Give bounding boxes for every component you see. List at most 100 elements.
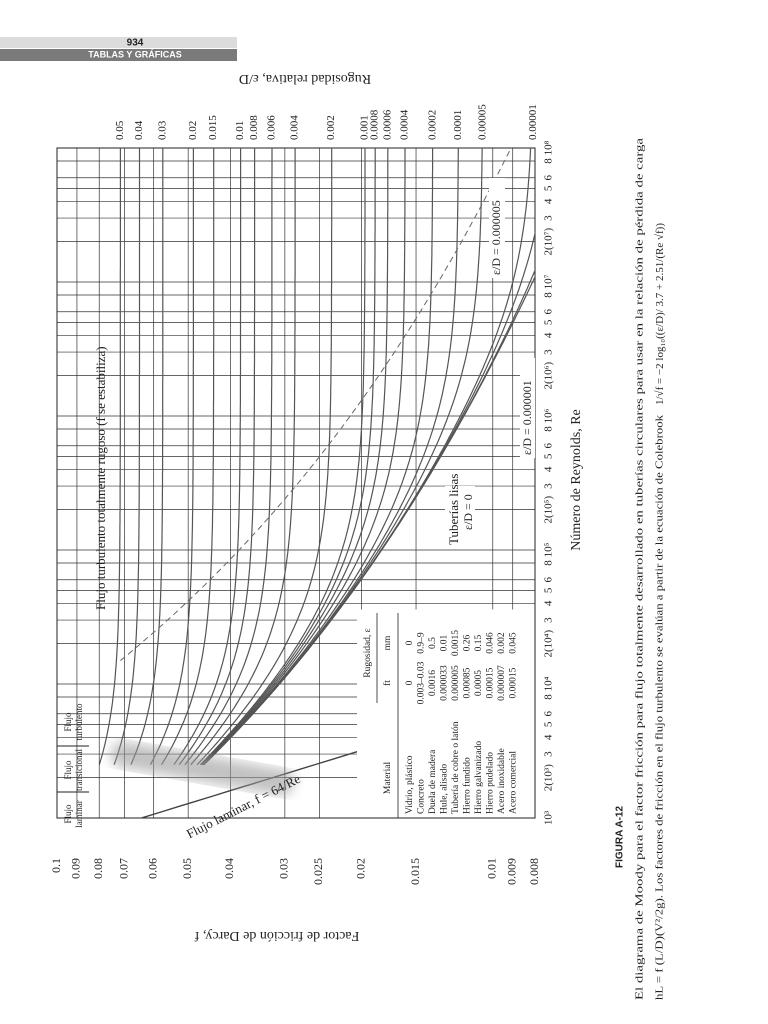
- figure-label: FIGURA A-12: [615, 806, 626, 868]
- x-tick-label: 10³: [543, 810, 555, 825]
- y-axis-title: Factor de fricción de Darcy, f: [194, 928, 359, 943]
- x-tick-label: 5: [543, 587, 555, 593]
- x-tick-label: 4: [543, 734, 555, 740]
- rough-zone-label: Flujo turbulento totalmente rugoso (f se…: [93, 346, 108, 610]
- friction-curve: [190, 148, 296, 766]
- table-cell: 0.046: [486, 632, 496, 654]
- table-cell: 0.045: [509, 632, 519, 654]
- y-tick-label: 0.008: [527, 858, 541, 885]
- table-cell: 0.00015: [509, 667, 519, 698]
- roughness-label: 0.0002: [426, 110, 438, 140]
- x-tick-label: 6: [543, 308, 555, 314]
- table-cell: Tubería de cobre o latón: [451, 721, 461, 814]
- x-axis-title: Número de Reynolds, Re: [569, 409, 584, 551]
- table-cell: 0.000005: [451, 665, 461, 701]
- y-tick-label: 0.025: [311, 858, 325, 885]
- caption-line: hL = f (L/D)(V²/2g). Los factores de fri…: [654, 414, 666, 1000]
- moody-chart: 10³ 2(10³) 3 4 5 6 8 10⁴ 2(10⁴) 3 4 5 6 8 10⁵ 2(10⁵) 3 4 5…: [49, 104, 555, 885]
- table-cell: 0.9–9: [417, 632, 427, 654]
- x-tick-label: 2(10³): [543, 764, 555, 791]
- header-bar: [0, 49, 237, 61]
- roughness-label: 0.008: [248, 115, 260, 140]
- region-label: transicional: [74, 749, 84, 791]
- y-tick-label: 0.06: [145, 858, 159, 879]
- table-cell: Duela de madera: [428, 749, 438, 814]
- table-cell: 0: [405, 640, 415, 645]
- x-tick-label: 3: [543, 483, 555, 489]
- friction-curve: [149, 148, 194, 765]
- plot-frame: [56, 147, 536, 819]
- curve-label: ε/D = 0.000001: [520, 380, 534, 455]
- y-tick-label: 0.08: [91, 858, 105, 879]
- roughness-label: 0.015: [207, 115, 219, 140]
- table-cell: Hule, alisado: [440, 764, 450, 814]
- caption-line: El diagrama de Moody para el factor fric…: [634, 138, 646, 1000]
- roughness-label: 0.01: [234, 121, 246, 140]
- friction-curve: [200, 148, 376, 766]
- roughness-label: 0.0001: [452, 110, 464, 140]
- x-tick-label: 6: [543, 576, 555, 582]
- table-cell: 0.0016: [428, 670, 438, 696]
- table-cell: Acero inoxidable: [497, 748, 507, 814]
- friction-curve: [201, 148, 389, 766]
- table-cell: 0.00015: [486, 667, 496, 698]
- friction-curve: [184, 148, 273, 766]
- friction-curve: [178, 148, 256, 766]
- header-band: [0, 37, 237, 48]
- table-cell: Acero comercial: [509, 751, 519, 814]
- x-tick-label: 6: [543, 174, 555, 180]
- region-label: Flujo: [63, 760, 73, 780]
- table-cell: 0.0015: [451, 630, 461, 656]
- y-tick-label: 0.03: [277, 858, 291, 879]
- x-tick-label: 3: [543, 215, 555, 221]
- x-tick-label: 5: [543, 721, 555, 727]
- roughness-label: 0.02: [187, 121, 199, 140]
- x-tick-label: 6: [543, 710, 555, 716]
- table-cell: Concreto: [417, 779, 427, 814]
- region-label: Flujo: [63, 804, 73, 824]
- x-tick-label: 2(10⁷): [543, 227, 555, 255]
- table-header: Material: [383, 762, 393, 795]
- y-tick-label: 0.1: [49, 858, 63, 873]
- friction-curve: [196, 148, 333, 766]
- y-tick-label: 0.02: [353, 858, 367, 879]
- friction-curve: [98, 148, 121, 765]
- y-tick-label: 0.009: [504, 858, 518, 885]
- friction-curve: [130, 148, 164, 765]
- rough-boundary: [120, 148, 534, 661]
- friction-curve: [201, 148, 406, 766]
- friction-curve: [202, 148, 434, 766]
- table-cell: 0: [405, 680, 415, 685]
- table-cell: 0.01: [440, 634, 450, 651]
- table-cell: 0.00085: [463, 667, 473, 698]
- friction-curve: [113, 148, 141, 765]
- table-cell: Vidrio, plástico: [405, 755, 415, 814]
- table-cell: Hierro galvanizado: [474, 741, 484, 814]
- roughness-label: 0.03: [156, 120, 168, 140]
- table-cell: Hierro fundido: [462, 757, 473, 814]
- x-tick-label: 2(10⁵): [543, 495, 555, 523]
- smooth-label: Tuberías lisas: [446, 474, 461, 545]
- x-tick-label: 2(10⁴): [543, 629, 555, 657]
- roughness-label: 0.0006: [381, 109, 393, 140]
- roughness-label: 0.004: [289, 115, 301, 140]
- x-tick-label: 10⁷: [543, 274, 555, 289]
- x-tick-label: 8: [543, 158, 555, 164]
- y2-axis-title: Rugosidad relativa, ε/D: [239, 71, 371, 86]
- smooth-eq-label: ε/D = 0: [461, 494, 475, 530]
- y-tick-label: 0.01: [485, 858, 499, 879]
- table-header: ft: [382, 680, 393, 686]
- table-cell: 0.15: [474, 634, 484, 651]
- x-tick-label: 8: [543, 694, 555, 700]
- colebrook-equation: 1/√f = −2 log₁₀((ε/D)/ 3.7 + 2.51/(Re √f…: [654, 223, 666, 405]
- x-tick-label: 5: [543, 453, 555, 459]
- roughness-label: 0.05: [114, 120, 126, 140]
- table-cell: 0.003–0.03: [417, 661, 427, 704]
- label-bg: [520, 358, 535, 458]
- x-tick-label: 5: [543, 319, 555, 325]
- section-title: TABLAS Y GRÁFICAS: [88, 49, 182, 59]
- x-tick-label: 10⁴: [543, 676, 555, 691]
- x-tick-label: 4: [543, 466, 555, 472]
- x-tick-label: 10⁵: [543, 542, 555, 557]
